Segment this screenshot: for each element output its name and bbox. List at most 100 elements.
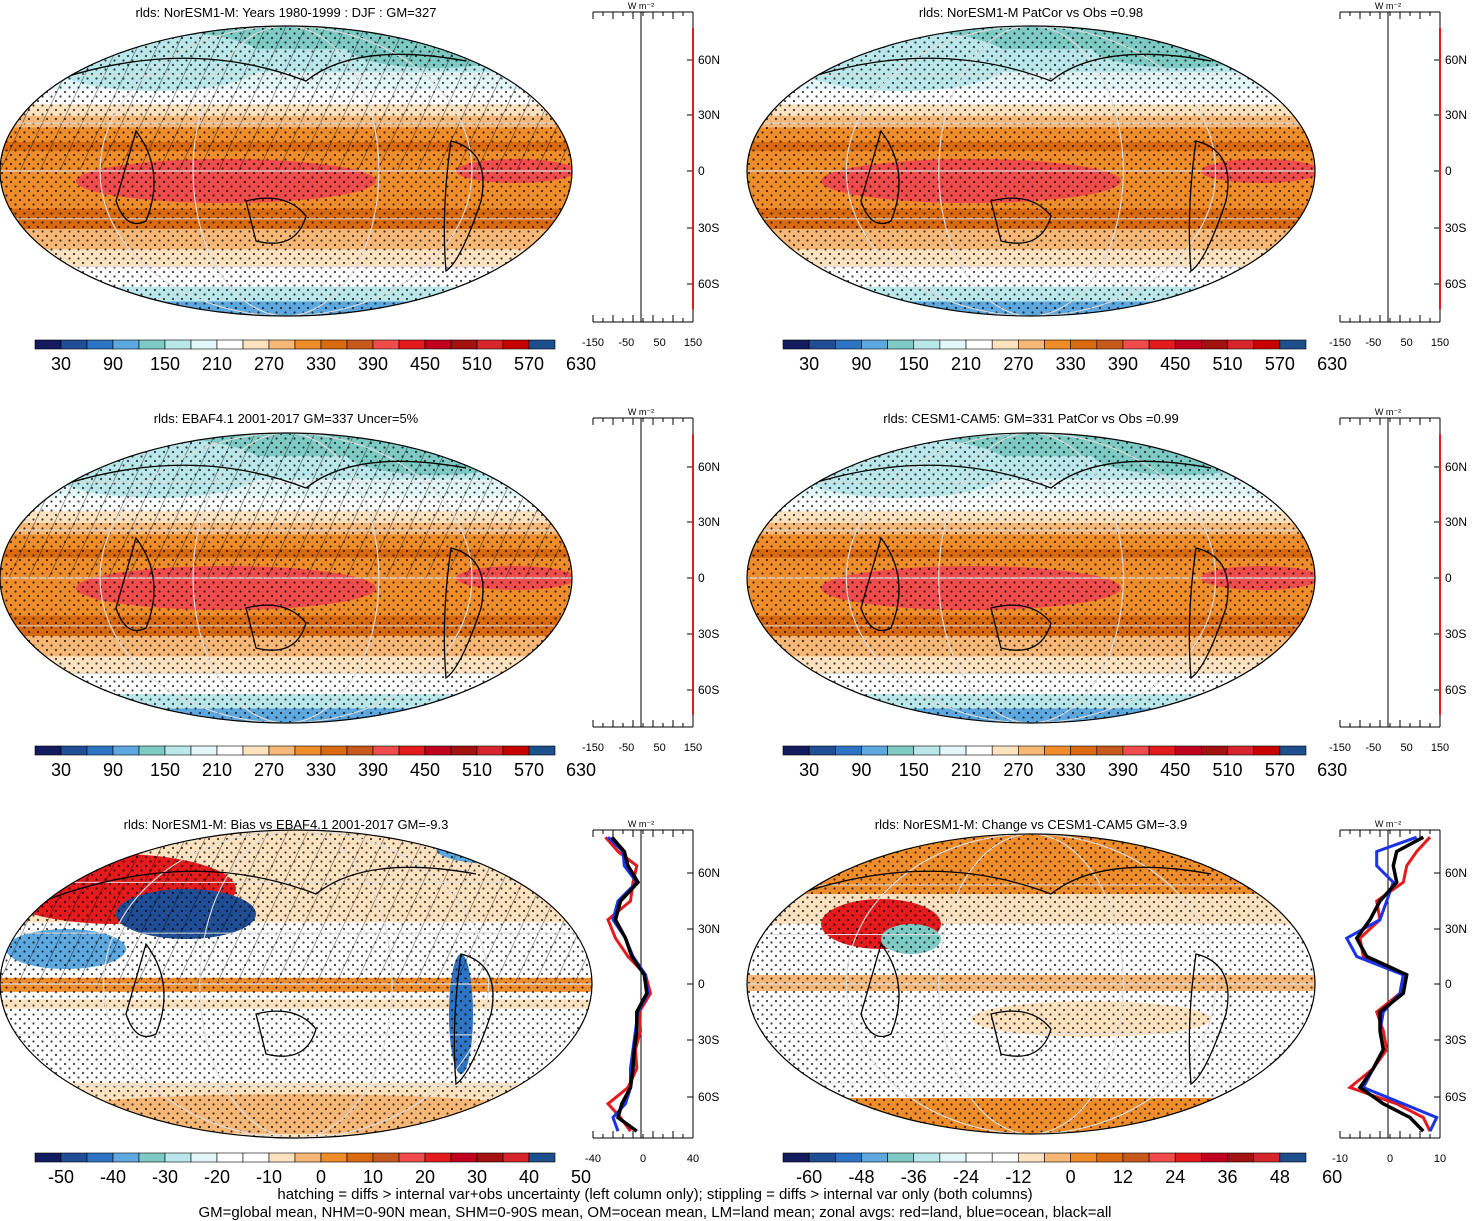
colorbar-tick-label: 30 xyxy=(467,1167,487,1187)
colorbar-swatch xyxy=(782,745,810,756)
colorbar-swatch xyxy=(86,1152,114,1163)
colorbar-swatch xyxy=(86,339,114,350)
zonal-xtick-label: 150 xyxy=(684,742,702,754)
colorbar-tick-label: 24 xyxy=(1165,1167,1185,1187)
panel-title-4: rlds: CESM1-CAM5: GM=331 PatCor vs Obs =… xyxy=(883,411,1179,426)
hatching xyxy=(0,26,572,171)
colorbar-swatch xyxy=(398,745,426,756)
panel-title-3: rlds: EBAF4.1 2001-2017 GM=337 Uncer=5% xyxy=(153,411,419,426)
colorbar-swatch xyxy=(190,1152,218,1163)
zonal-ytick-label: 0 xyxy=(1445,164,1452,178)
colorbar-swatch xyxy=(372,339,400,350)
hatching xyxy=(0,433,572,578)
colorbar-tick-label: 390 xyxy=(1108,354,1138,374)
coastline-north xyxy=(770,53,1212,92)
zonal-ytick-label: 60N xyxy=(1445,460,1467,474)
colorbar-tick-label: 450 xyxy=(1160,354,1190,374)
zonal-land-line xyxy=(604,836,653,1133)
zonal-ytick-label: 0 xyxy=(698,571,705,585)
zonal-ytick-label: 60N xyxy=(1445,866,1467,880)
zonal-ytick-label: 30S xyxy=(698,1033,719,1047)
colorbar-tick-label: -10 xyxy=(256,1167,282,1187)
colorbar-swatch xyxy=(1096,1152,1124,1163)
map-border xyxy=(746,432,1316,724)
colorbar-tick-label: 270 xyxy=(254,354,284,374)
colorbar-tick-label: 90 xyxy=(103,354,123,374)
colorbar-swatch xyxy=(242,339,270,350)
colorbar-swatch xyxy=(1201,1152,1228,1163)
coastline-australia xyxy=(245,604,307,651)
map-2 xyxy=(747,26,1315,316)
colorbar-tick-label: 150 xyxy=(150,760,180,780)
colorbar-tick-label: 0 xyxy=(316,1167,326,1187)
zonal-ytick-label: 60N xyxy=(1445,53,1467,67)
colorbar-swatch xyxy=(112,339,140,350)
lon-line xyxy=(845,433,1217,723)
zonal-xtick-label: -40 xyxy=(585,1153,601,1165)
colorbar-swatch xyxy=(320,745,348,756)
colorbar-swatch xyxy=(939,1152,967,1163)
colorbar-tick-label: 90 xyxy=(851,760,871,780)
colorbar-tick-label: 50 xyxy=(571,1167,591,1187)
colorbar-tick-label: 20 xyxy=(415,1167,435,1187)
colorbar-swatch xyxy=(450,745,478,756)
colorbar-tick-label: 630 xyxy=(566,760,596,780)
colorbar-swatch xyxy=(1279,339,1307,350)
colorbar-swatch xyxy=(216,745,244,756)
colorbar-tick-label: -24 xyxy=(953,1167,979,1187)
colorbar-tick-label: 630 xyxy=(1317,354,1347,374)
colorbar-swatch xyxy=(1018,1152,1045,1163)
zonal-ytick-label: 0 xyxy=(698,977,705,991)
panel-title-2: rlds: NorESM1-M PatCor vs Obs =0.98 xyxy=(918,5,1144,20)
colorbar-tick-label: 570 xyxy=(1265,760,1295,780)
colorbar-swatch xyxy=(1279,745,1307,756)
hatching xyxy=(0,830,592,984)
zonal-unit-label: W m⁻² xyxy=(628,819,654,829)
colorbar-swatch xyxy=(138,745,166,756)
panel-title-1: rlds: NorESM1-M: Years 1980-1999 : DJF :… xyxy=(135,5,437,20)
zonal-xtick-label: -150 xyxy=(1329,337,1351,349)
colorbar-tick-label: 630 xyxy=(1317,760,1347,780)
map-5 xyxy=(0,830,592,1138)
colorbar-tick-label: -36 xyxy=(901,1167,927,1187)
colorbar-swatch xyxy=(242,1152,270,1163)
zonal-ytick-label: 60S xyxy=(698,277,719,291)
colorbar-tick-label: 90 xyxy=(103,760,123,780)
colorbar-swatch xyxy=(1253,745,1281,756)
colorbar-swatch xyxy=(216,1152,244,1163)
colorbar-swatch xyxy=(1253,339,1281,350)
colorbar-swatch xyxy=(450,339,478,350)
colorbar-tick-label: -12 xyxy=(1005,1167,1031,1187)
lon-line xyxy=(938,433,1124,723)
lon-line xyxy=(192,433,380,723)
coastline-africa xyxy=(860,942,900,1038)
zonal-xtick-label: 50 xyxy=(1401,337,1413,349)
colorbar-swatch xyxy=(294,1152,322,1163)
colorbar-swatch xyxy=(965,339,993,350)
coastline-samerica xyxy=(443,140,484,273)
colorbar-swatch xyxy=(1122,339,1150,350)
coastline-samerica xyxy=(1188,953,1229,1086)
colorbar-swatch xyxy=(1148,745,1176,756)
colorbar-tick-label: 30 xyxy=(799,354,819,374)
colorbar-swatch xyxy=(190,745,218,756)
colorbar-tick-label: 90 xyxy=(851,354,871,374)
zonal-ytick-label: 30S xyxy=(1445,627,1466,641)
colorbar-swatch xyxy=(887,1152,915,1163)
colorbar-tick-label: 570 xyxy=(514,354,544,374)
colorbar-tick-label: 270 xyxy=(254,760,284,780)
footer-line-1: hatching = diffs > internal var+obs unce… xyxy=(277,1186,1033,1203)
colorbar-swatch xyxy=(372,1152,400,1163)
colorbar-tick-label: 150 xyxy=(899,354,929,374)
colorbar-swatch xyxy=(913,339,941,350)
zonal-xtick-label: 150 xyxy=(684,337,702,349)
colorbar-swatch xyxy=(164,745,192,756)
coastline-australia xyxy=(990,197,1052,244)
colorbar-swatch xyxy=(1018,339,1045,350)
colorbar-swatch xyxy=(1122,1152,1150,1163)
zonal-xtick-label: 150 xyxy=(1431,742,1449,754)
colorbar-swatch xyxy=(861,339,888,350)
zonal-ytick-label: 30S xyxy=(698,221,719,235)
colorbar-swatch xyxy=(502,745,530,756)
colorbar-swatch xyxy=(346,745,374,756)
